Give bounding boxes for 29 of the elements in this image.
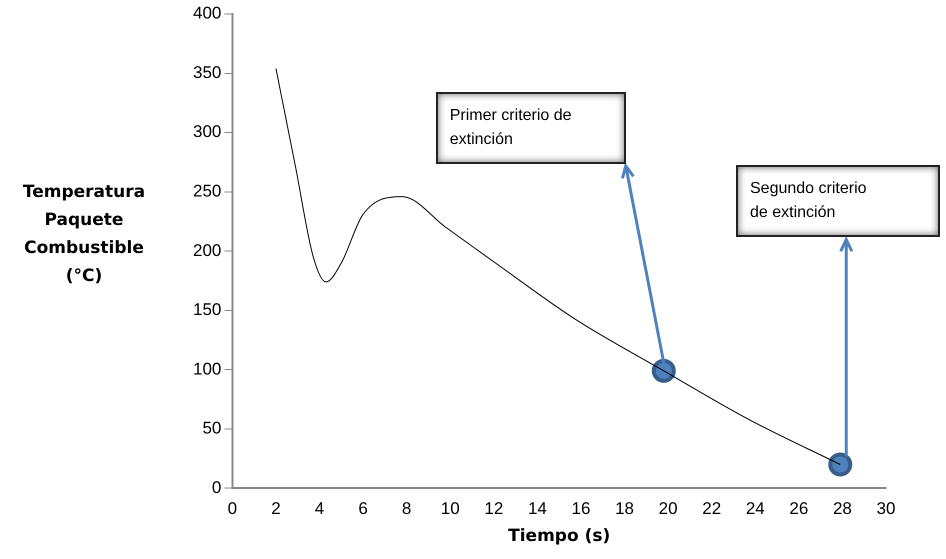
x-tick-label: 10 (440, 499, 460, 518)
callout-box: Segundo criterio de extinción (736, 165, 940, 238)
y-tick-label: 350 (192, 62, 222, 82)
y-tick-label: 300 (192, 122, 222, 142)
y-tick-label: 50 (202, 418, 222, 438)
x-tick-label: 26 (789, 499, 808, 518)
y-tick-label: 250 (192, 182, 222, 201)
x-tick-label: 22 (702, 499, 722, 518)
y-tick-label: 0 (212, 478, 222, 497)
y-tick-label: 400 (192, 4, 222, 23)
x-tick-label: 0 (228, 499, 238, 518)
x-tick-label: 16 (572, 499, 590, 518)
y-tick-label: 100 (192, 359, 222, 378)
x-tick-label: 4 (314, 499, 324, 518)
y-axis-title: Temperatura Paquete Combustible (°C) (22, 181, 146, 288)
callout-box: Primer criterio de extinción (436, 92, 626, 164)
x-tick-label: 18 (615, 499, 634, 518)
x-tick-label: 6 (358, 499, 368, 518)
x-tick-label: 2 (271, 499, 281, 518)
x-tick-label: 24 (746, 499, 765, 518)
x-axis-title: Tiempo (s) (508, 526, 610, 546)
x-tick-label: 12 (484, 499, 504, 518)
x-tick-label: 28 (832, 499, 852, 518)
y-tick-label: 200 (192, 240, 222, 260)
x-tick-label: 8 (402, 499, 412, 518)
y-tick-label: 150 (192, 300, 222, 320)
x-tick-label: 14 (528, 499, 547, 518)
x-tick-label: 20 (658, 499, 678, 518)
x-tick-label: 30 (876, 499, 896, 518)
